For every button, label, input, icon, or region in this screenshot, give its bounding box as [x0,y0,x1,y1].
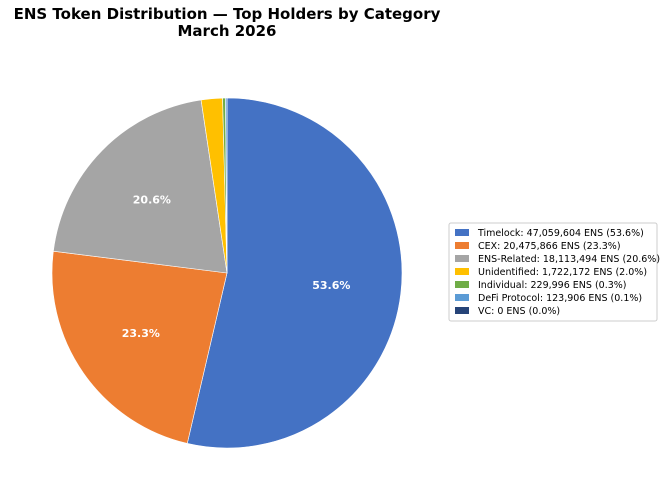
pie-percent-labels: 53.6% 23.3% 20.6% [122,194,351,340]
legend-label-timelock: Timelock: 47,059,604 ENS (53.6%) [477,228,644,239]
legend-label-individual: Individual: 229,996 ENS (0.3%) [478,280,627,291]
chart-title: ENS Token Distribution — Top Holders by … [14,5,441,23]
legend-swatch-vc [455,307,469,314]
legend-swatch-unidentified [455,268,469,275]
pie-slice-timelock [186,97,403,449]
legend-swatch-timelock [455,229,469,236]
slice-label-ens-related: 20.6% [133,194,171,207]
slice-label-cex: 23.3% [122,327,160,340]
legend-label-unidentified: Unidentified: 1,722,172 ENS (2.0%) [478,267,647,278]
pie-slice-defi-protocol [225,97,228,274]
pie-slices [51,97,403,449]
pie-slice-cex [51,250,228,444]
legend-swatch-defi-protocol [455,294,469,301]
legend-swatch-ens-related [455,255,469,262]
legend-frame [448,222,658,322]
legend-swatch-cex [455,242,469,249]
legend-label-cex: CEX: 20,475,866 ENS (23.3%) [478,241,621,252]
legend-label-vc: VC: 0 ENS (0.0%) [478,306,560,317]
legend-label-ens-related: ENS-Related: 18,113,494 ENS (20.6%) [478,254,660,265]
legend: Timelock: 47,059,604 ENS (53.6%) CEX: 20,… [448,222,660,322]
slice-label-timelock: 53.6% [312,279,350,292]
legend-items: Timelock: 47,059,604 ENS (53.6%) CEX: 20,… [455,228,660,317]
legend-label-defi-protocol: DeFi Protocol: 123,906 ENS (0.1%) [478,293,642,304]
chart-subtitle: March 2026 [178,22,277,40]
legend-swatch-individual [455,281,469,288]
pie-slice-ens-related [53,99,228,274]
